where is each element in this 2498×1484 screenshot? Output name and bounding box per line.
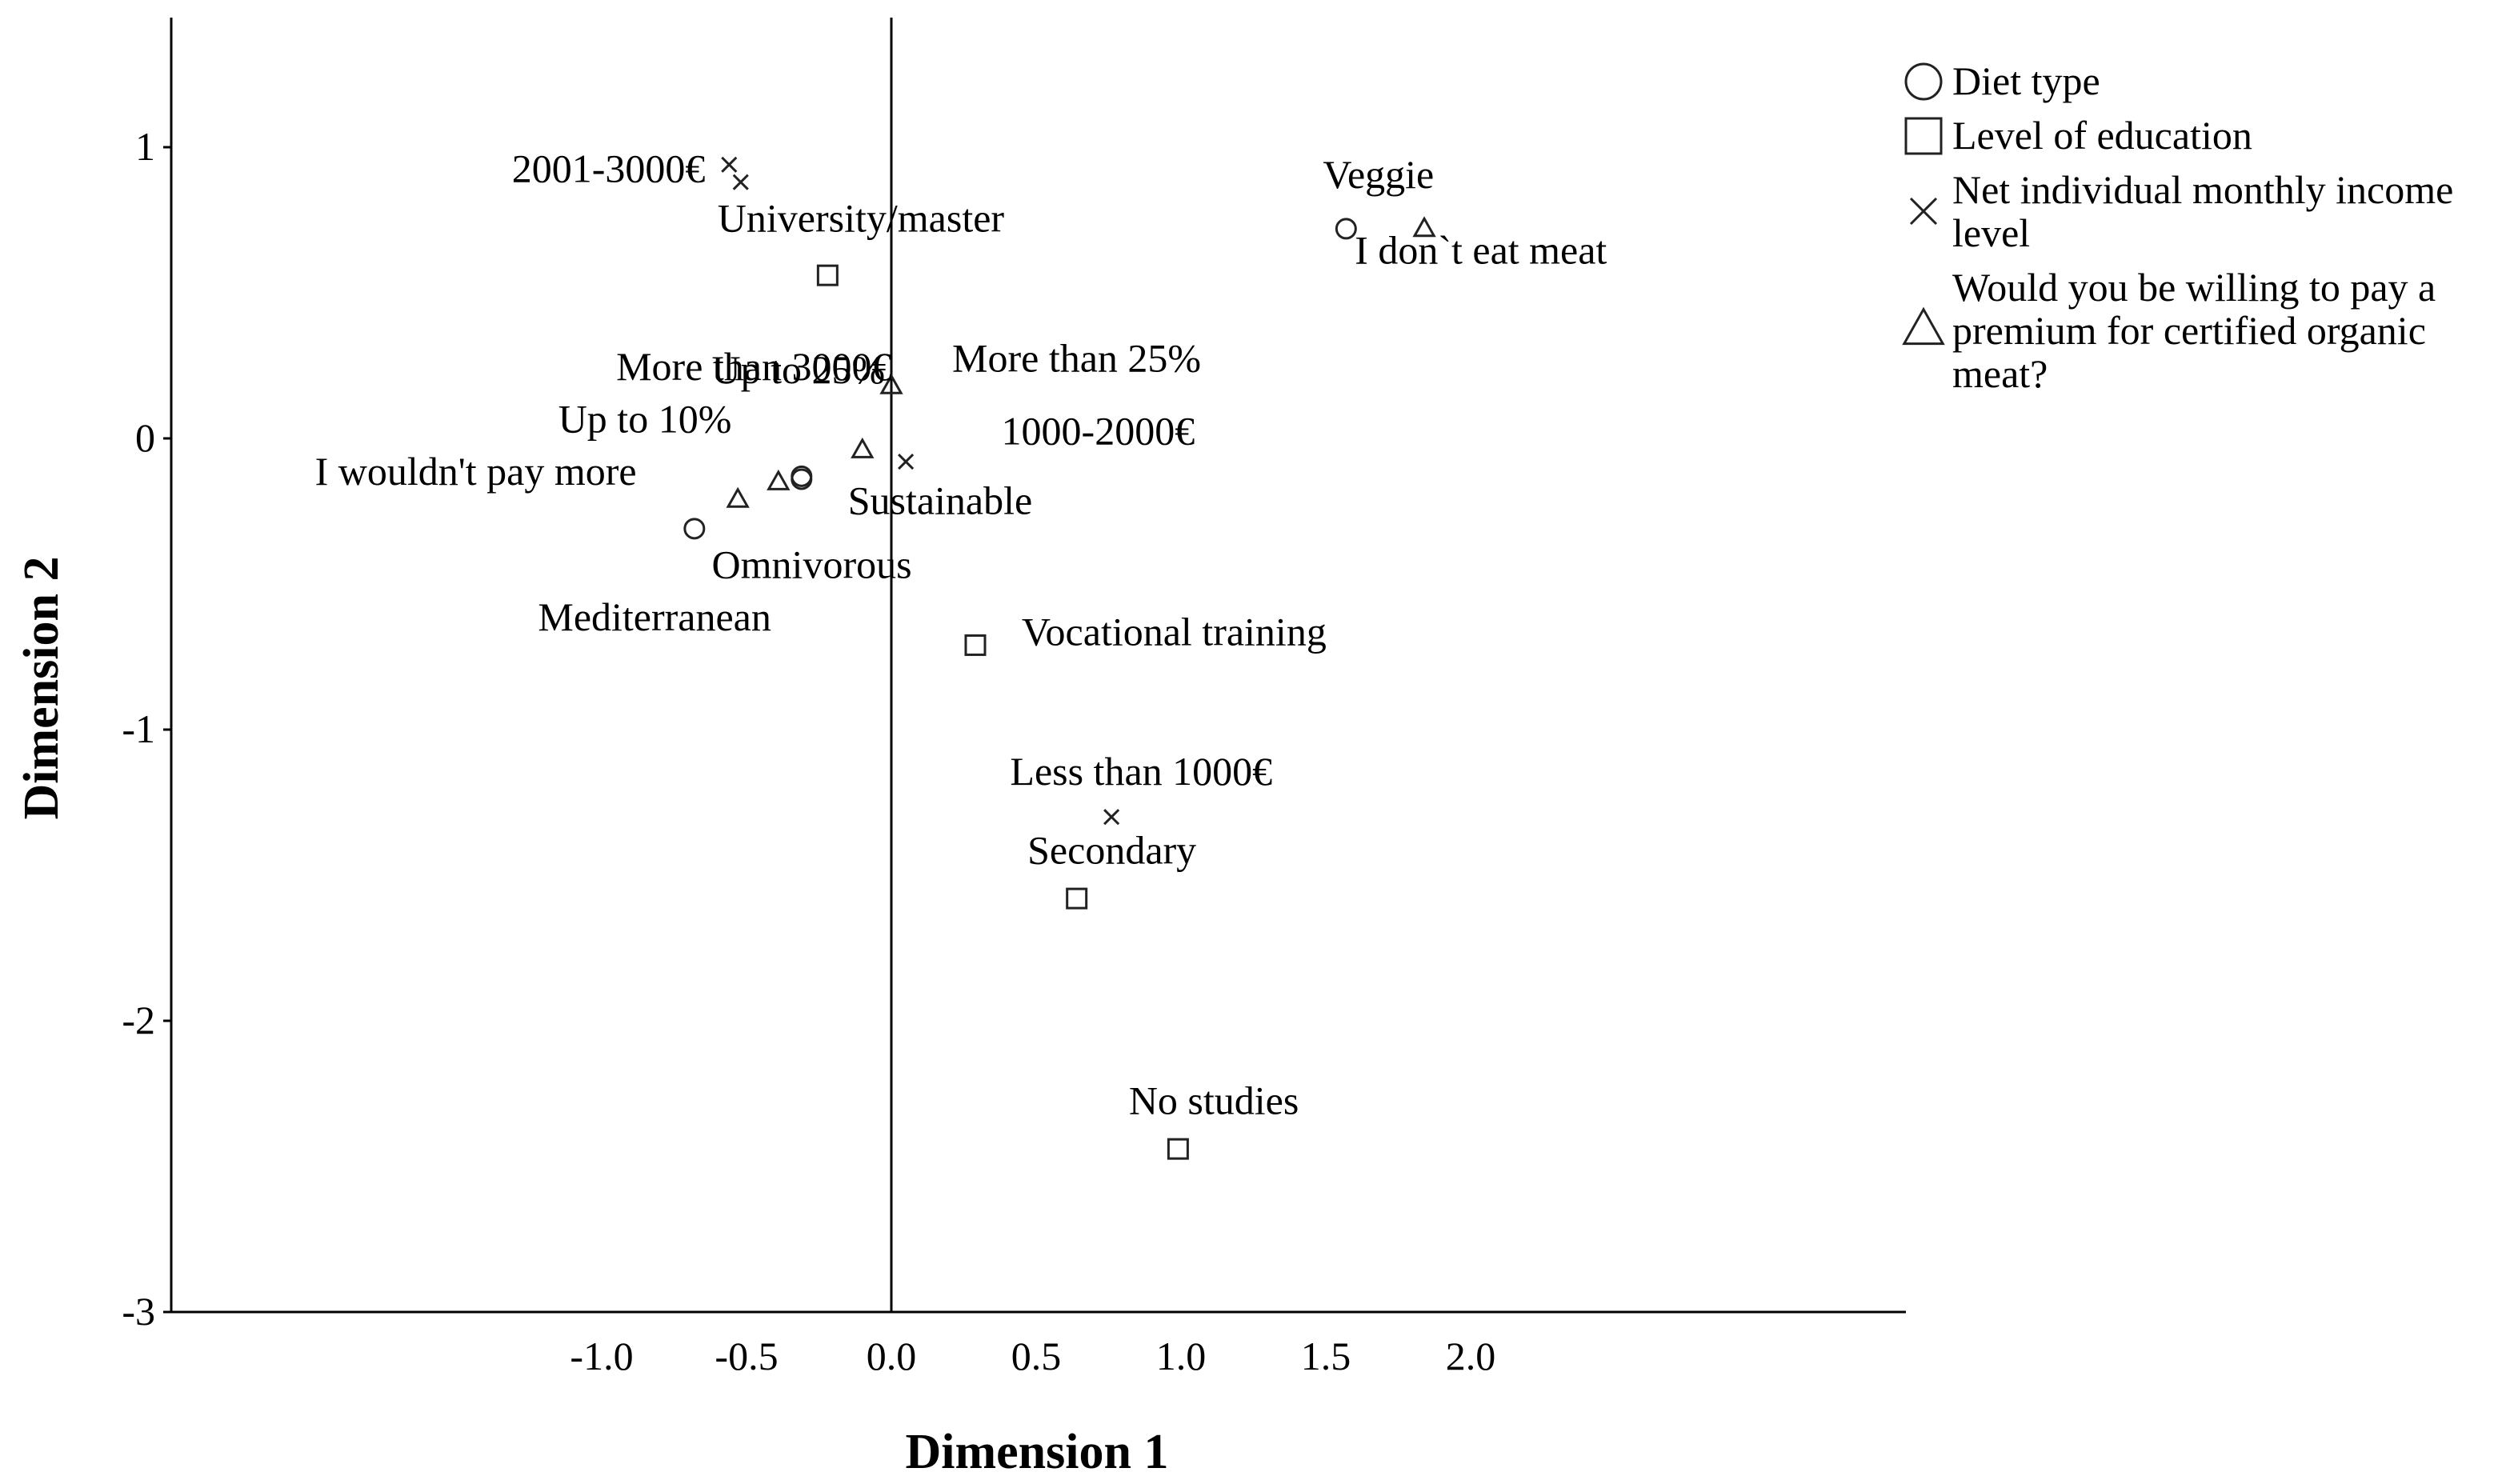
- cross-point: [732, 174, 749, 190]
- legend-entry-text: meat?: [1952, 351, 2048, 396]
- legend-square-icon: [1904, 117, 1943, 155]
- legend-cross-icon: [1909, 197, 1938, 226]
- point-label: Mediterranean: [538, 594, 771, 639]
- legend-entry-text: level: [1952, 210, 2030, 255]
- point-labels: More than 3000€ 2001-3000€ University/mast…: [315, 146, 1607, 1123]
- x-axis-title: Dimension 1: [906, 1425, 1169, 1479]
- y-tick-label: -2: [122, 998, 155, 1042]
- legend-entry-text: Net individual monthly income: [1952, 167, 2453, 212]
- legend-entry-text: Level of education: [1952, 113, 2252, 158]
- legend-entry-text: Diet type: [1952, 58, 2100, 103]
- square-point: [1066, 887, 1088, 910]
- triangle-point: [851, 437, 875, 458]
- triangle-point: [767, 469, 791, 490]
- square-point: [1167, 1138, 1189, 1160]
- data-markers: [683, 156, 1436, 1160]
- triangle-point: [1412, 216, 1436, 238]
- cross-point: [898, 454, 915, 470]
- point-label: Up to 10%: [558, 397, 732, 442]
- x-tick-label: 1.0: [1156, 1334, 1207, 1378]
- y-tick-label: -1: [122, 706, 155, 751]
- x-tick-label: 0.0: [867, 1334, 917, 1378]
- legend-circle-icon: [1904, 62, 1943, 101]
- y-tick-label: -3: [122, 1289, 155, 1334]
- point-label: More than 3000€: [616, 344, 891, 389]
- y-tick-label: 0: [135, 415, 155, 460]
- point-label: Vocational training: [1022, 609, 1327, 654]
- square-point: [816, 264, 839, 286]
- legend-triangle-icon: [1902, 306, 1945, 346]
- point-label: I wouldn't pay more: [315, 449, 637, 494]
- chart-legend: Diet type Level of education Net individua…: [1902, 58, 2453, 396]
- x-tick-label: -0.5: [715, 1334, 778, 1378]
- triangle-point: [879, 373, 903, 394]
- cross-point: [721, 156, 738, 173]
- point-label: 1000-2000€: [1002, 408, 1195, 453]
- triangle-point: [726, 486, 750, 508]
- point-label: Veggie: [1323, 152, 1434, 197]
- point-label: No studies: [1129, 1078, 1299, 1122]
- y-axis-title: Dimension 2: [14, 557, 69, 820]
- circle-point: [683, 518, 706, 540]
- point-label: Secondary: [1027, 827, 1196, 872]
- legend-entry-text: premium for certified organic: [1952, 308, 2426, 353]
- point-label: I don`t eat meat: [1355, 228, 1607, 273]
- x-tick-label: -1.0: [570, 1334, 633, 1378]
- point-label: Omnivorous: [712, 542, 912, 587]
- x-tick-label: 0.5: [1011, 1334, 1062, 1378]
- legend-entry-text: Would you be willing to pay a: [1952, 265, 2436, 310]
- point-label: More than 25%: [952, 335, 1201, 380]
- point-label: Sustainable: [848, 478, 1033, 523]
- y-tick-label: 1: [135, 124, 155, 169]
- point-label: 2001-3000€: [512, 146, 706, 191]
- point-label: Less than 1000€: [1010, 749, 1272, 794]
- tick-labels: 1 0 -1 -2 -3 -1.0 -0.5 0.0 0.5 1.0 1.5 2.0: [122, 124, 1495, 1378]
- point-label: University/master: [718, 196, 1005, 241]
- x-tick-label: 2.0: [1446, 1334, 1496, 1378]
- cross-point: [1103, 809, 1120, 826]
- circle-point: [1335, 218, 1357, 240]
- point-label: Up to 25%: [712, 347, 886, 392]
- x-tick-label: 1.5: [1301, 1334, 1351, 1378]
- square-point: [964, 634, 987, 656]
- chart-axes: [163, 18, 1906, 1314]
- circle-point: [791, 468, 813, 490]
